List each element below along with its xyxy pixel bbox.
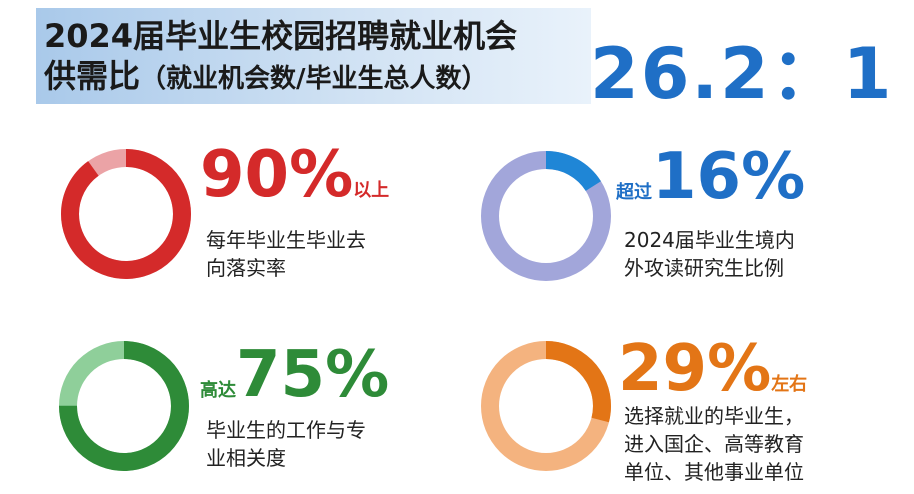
placement-ring xyxy=(61,149,191,279)
header-band xyxy=(36,8,591,104)
relevance-value: 75% xyxy=(236,338,390,412)
further-study-ring xyxy=(481,151,611,281)
relevance-ring xyxy=(59,341,189,471)
state-employers-desc-line3: 单位、其他事业单位 xyxy=(624,460,804,484)
further-study-value: 16% xyxy=(652,140,806,214)
state-employers-desc: 选择就业的毕业生， 进入国企、高等教育 单位、其他事业单位 xyxy=(624,402,804,486)
state-employers-desc-line2: 进入国企、高等教育 xyxy=(624,432,804,456)
further-study-prefix: 超过 xyxy=(616,182,652,203)
relevance-desc: 毕业生的工作与专 业相关度 xyxy=(206,416,366,472)
placement-value: 90% xyxy=(200,138,354,212)
title-subtitle: （就业机会数/毕业生总人数） xyxy=(140,64,488,94)
state-employers-ring xyxy=(481,341,611,471)
title-line1: 2024届毕业生校园招聘就业机会 xyxy=(44,17,518,55)
title-line2-wrap: 供需比（就业机会数/毕业生总人数） xyxy=(44,56,604,99)
supply-demand-ratio: 26.2：1 xyxy=(590,33,894,115)
placement-stat: 90%以上 xyxy=(200,140,389,210)
placement-desc-line1: 每年毕业生毕业去 xyxy=(206,228,366,252)
relevance-stat: 高达75% xyxy=(200,340,389,410)
page-title: 2024届毕业生校园招聘就业机会 供需比（就业机会数/毕业生总人数） xyxy=(44,16,604,99)
further-study-stat: 超过16% xyxy=(616,142,805,212)
further-study-desc-line2: 外攻读研究生比例 xyxy=(624,256,784,280)
title-line2: 供需比 xyxy=(44,57,141,95)
state-employers-ring-main xyxy=(481,341,611,471)
placement-ring-main xyxy=(61,149,191,279)
state-employers-desc-line1: 选择就业的毕业生， xyxy=(624,404,804,428)
relevance-ring-main xyxy=(59,341,189,471)
further-study-ring-main xyxy=(481,151,611,281)
state-employers-suffix: 左右 xyxy=(771,374,808,395)
state-employers-stat: 29%左右 xyxy=(618,334,807,404)
placement-desc: 每年毕业生毕业去 向落实率 xyxy=(206,226,366,282)
further-study-desc-line1: 2024届毕业生境内 xyxy=(624,228,795,252)
relevance-prefix: 高达 xyxy=(200,380,236,401)
placement-suffix: 以上 xyxy=(353,180,390,201)
placement-desc-line2: 向落实率 xyxy=(206,256,286,280)
state-employers-value: 29% xyxy=(618,332,772,406)
relevance-desc-line1: 毕业生的工作与专 xyxy=(206,418,366,442)
further-study-desc: 2024届毕业生境内 外攻读研究生比例 xyxy=(624,226,795,282)
relevance-desc-line2: 业相关度 xyxy=(206,446,286,470)
